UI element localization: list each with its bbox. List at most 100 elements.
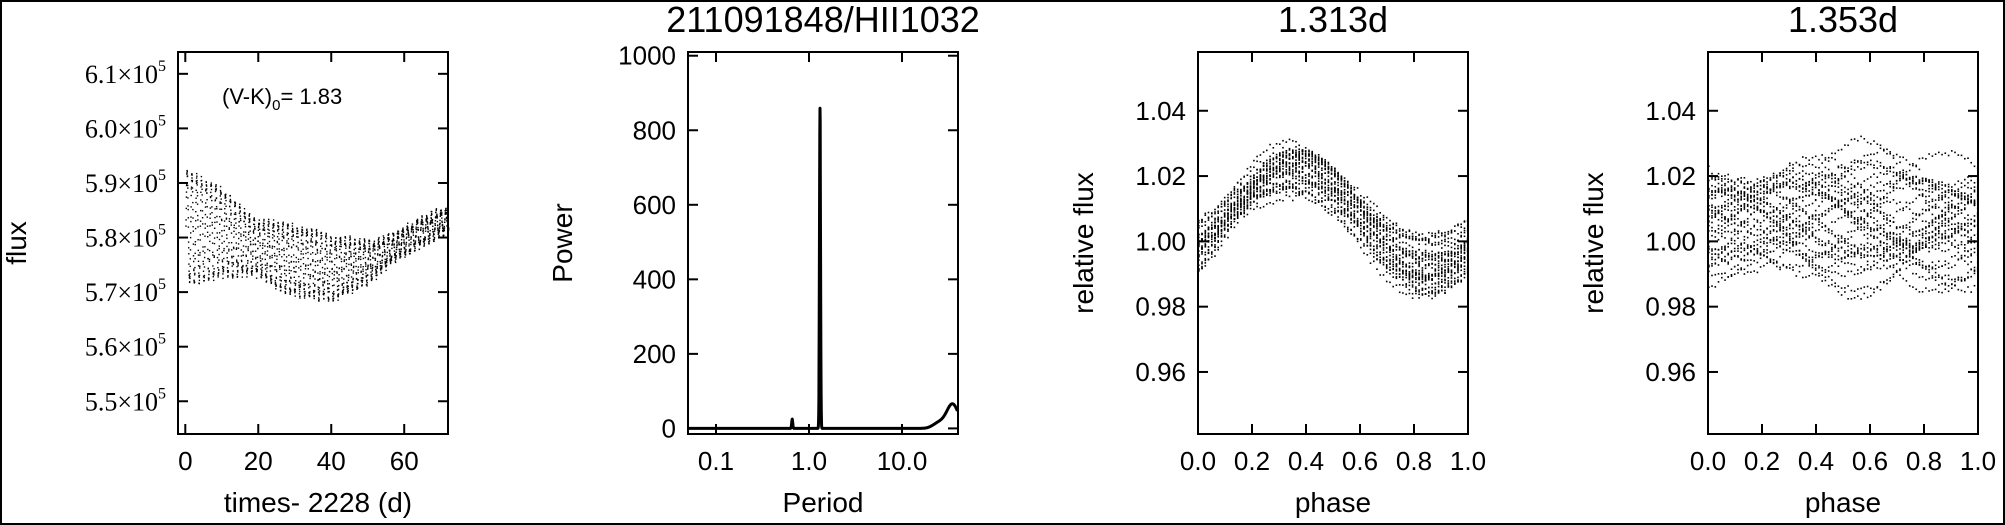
lc-point [304, 294, 306, 297]
lc-point [428, 241, 430, 243]
lc-point [233, 236, 235, 238]
ph1-point [1249, 187, 1252, 189]
ph1-point [1334, 186, 1336, 189]
lc-point [282, 228, 284, 230]
lc-point [396, 246, 398, 248]
ph1-point [1454, 277, 1456, 280]
ph1-point [1337, 203, 1339, 205]
lc-point [344, 244, 347, 246]
ph2-point [1934, 279, 1937, 281]
ph1-point [1334, 168, 1336, 170]
ph1-point [1217, 226, 1219, 228]
lc-point [391, 255, 393, 257]
lc-point [257, 229, 260, 231]
ph2-point [1973, 247, 1976, 250]
ph2-point [1811, 231, 1814, 233]
lc-point [371, 266, 374, 269]
lc-point [298, 288, 301, 291]
lc-point [270, 282, 272, 284]
lc-point [387, 243, 389, 246]
ph1-point [1266, 175, 1268, 177]
lc-point [356, 288, 358, 290]
lc-point [355, 265, 357, 268]
ph1-point [1324, 182, 1326, 184]
ph1-point [1376, 220, 1378, 222]
ph1-point [1217, 218, 1219, 221]
lc-point [242, 245, 245, 247]
ph1-point [1366, 235, 1369, 238]
ph1-point [1418, 257, 1420, 259]
lc-point [288, 245, 290, 248]
lc-point [248, 215, 250, 217]
lc-point [326, 267, 329, 269]
lc-point [235, 217, 237, 220]
ph1-point [1217, 206, 1219, 209]
ph1-point [1230, 216, 1232, 218]
ph1-point [1434, 234, 1437, 237]
lc-point [207, 279, 210, 281]
ph1-point [1366, 241, 1369, 244]
lc-point [270, 278, 273, 281]
ph1-point [1411, 281, 1414, 284]
ph1-point [1363, 235, 1365, 237]
ph1-point [1259, 187, 1262, 189]
ph1-point [1266, 193, 1268, 195]
lc-point [322, 281, 324, 283]
ph1-point [1402, 284, 1404, 286]
ph1-point [1431, 279, 1433, 281]
lc-point [241, 276, 243, 278]
lc-point [308, 292, 311, 294]
lc-point [357, 283, 359, 285]
ph1-point [1236, 201, 1239, 203]
ph1-point [1460, 269, 1462, 272]
ph1-point [1373, 231, 1375, 234]
lc-point [268, 221, 270, 223]
lc-point [358, 251, 360, 253]
ph1-point [1311, 164, 1313, 167]
lc-point [323, 288, 325, 291]
ph1-point [1392, 276, 1394, 278]
ph1-point [1431, 242, 1433, 245]
lc-point [199, 252, 201, 254]
lc-point [286, 240, 288, 242]
ph1-point [1408, 281, 1411, 284]
ph1-point [1230, 197, 1232, 199]
lc-point [231, 265, 233, 267]
ph1-point [1317, 159, 1320, 162]
lc-point [410, 228, 413, 230]
ph2-point [1779, 191, 1781, 193]
lc-point [412, 232, 414, 234]
lc-annotation: (V-K)0= 1.83 [222, 84, 342, 114]
ph1-point [1405, 283, 1407, 285]
lc-y-tick-exponent: 5 [158, 331, 166, 348]
ph1-point [1327, 161, 1330, 164]
lc-point [377, 243, 379, 245]
lc-point [308, 287, 310, 289]
ph1-point [1207, 249, 1210, 251]
ph1-point [1450, 250, 1453, 253]
ph1-point [1227, 193, 1229, 196]
ph1-point [1266, 203, 1268, 205]
lc-point [414, 241, 416, 244]
lc-point [347, 285, 349, 287]
ph1-point [1444, 238, 1446, 241]
lc-point [334, 247, 336, 249]
lc-point [310, 234, 313, 237]
lc-point [261, 258, 264, 260]
ph1-y-tick-label: 1.02 [1135, 161, 1186, 191]
ph1-point [1408, 250, 1411, 252]
ph1-point [1389, 262, 1391, 265]
lc-point [416, 220, 419, 222]
lc-point [371, 273, 373, 275]
lc-point [350, 276, 353, 278]
lc-point [238, 212, 241, 215]
lc-point [228, 220, 231, 222]
ph1-point [1356, 206, 1359, 209]
ph1-point [1236, 182, 1239, 184]
ph1-point [1398, 262, 1401, 264]
ph1-point [1437, 292, 1440, 294]
ph1-point [1392, 272, 1394, 274]
ph1-point [1272, 173, 1275, 175]
lc-point [433, 230, 436, 232]
ph1-point [1230, 221, 1232, 223]
